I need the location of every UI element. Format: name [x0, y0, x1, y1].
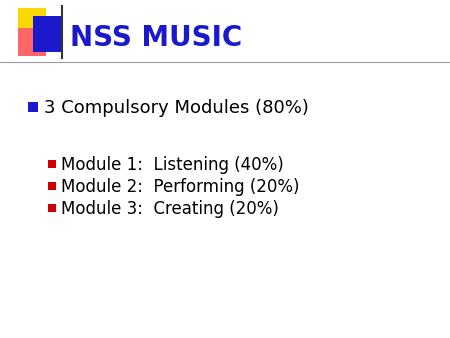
FancyBboxPatch shape: [48, 182, 56, 190]
Text: 3 Compulsory Modules (80%): 3 Compulsory Modules (80%): [44, 99, 309, 117]
FancyBboxPatch shape: [28, 102, 38, 112]
FancyBboxPatch shape: [18, 8, 46, 36]
FancyBboxPatch shape: [18, 28, 46, 56]
Text: Module 2:  Performing (20%): Module 2: Performing (20%): [61, 178, 300, 196]
FancyBboxPatch shape: [48, 160, 56, 168]
Text: Module 1:  Listening (40%): Module 1: Listening (40%): [61, 156, 284, 174]
Text: Module 3:  Creating (20%): Module 3: Creating (20%): [61, 200, 279, 218]
FancyBboxPatch shape: [48, 204, 56, 212]
Text: NSS MUSIC: NSS MUSIC: [70, 24, 242, 52]
FancyBboxPatch shape: [33, 16, 61, 52]
